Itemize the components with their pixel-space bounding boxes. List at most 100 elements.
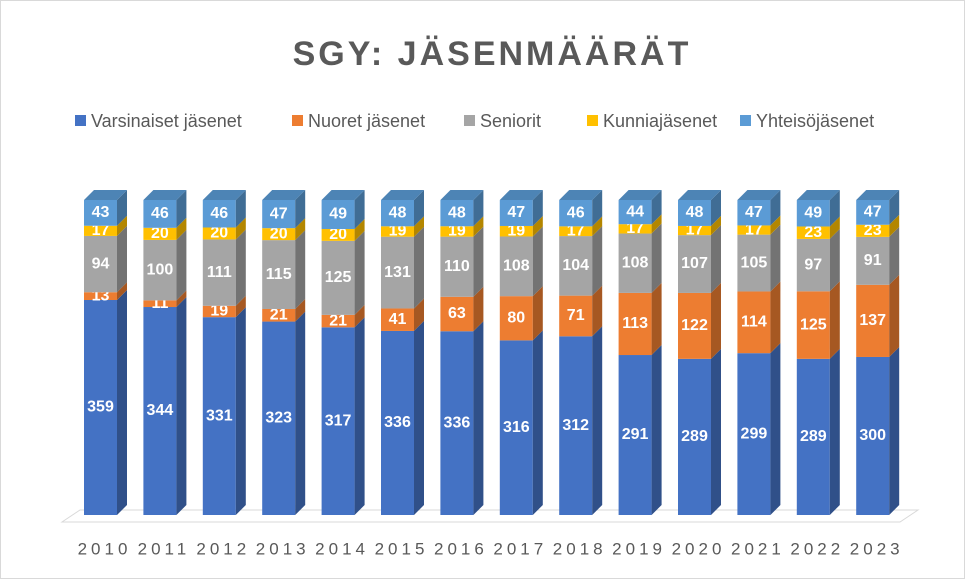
bar-front [381,308,414,331]
bar-side [414,190,424,227]
x-tick-label: 2023 [850,539,904,558]
bar-segment [262,218,306,241]
data-label: 113 [622,315,648,332]
bar-side [829,228,840,292]
data-label: 115 [266,266,292,283]
bar-side [651,190,662,225]
data-label: 19 [389,223,407,240]
bar-side [235,190,246,228]
x-tick-label: 2010 [78,539,132,558]
data-label: 48 [448,204,466,221]
bar-segment [499,226,543,297]
bar-side [176,190,187,228]
bar-front [202,305,236,318]
bar-front [321,229,355,241]
x-tick-label: 2022 [790,539,844,558]
bar-side [829,281,840,359]
bar-top [84,190,127,200]
bar-segment [796,190,840,227]
bar-side [117,290,127,515]
legend-label: Yhteisöjäsenet [756,111,874,131]
bar-side [651,214,662,234]
data-label: 108 [503,258,530,275]
bar-front [499,200,533,226]
bar-side [176,229,187,301]
bar-side [889,274,900,357]
bar-front [856,236,890,285]
bar-front [440,236,474,297]
bar-segment [381,216,424,237]
bar-side [295,190,306,229]
bar-segment [321,230,365,315]
legend-swatch [292,115,303,126]
data-label: 289 [800,428,827,445]
bar-front [796,226,830,239]
data-label: 23 [864,222,882,239]
floor [60,509,920,523]
bar-side [592,326,603,515]
bar-side [770,215,781,235]
bar-side [295,311,306,515]
data-label: 23 [804,224,822,241]
bar-side [592,285,603,337]
bar-front [796,291,830,359]
bar-front [440,226,474,237]
legend-swatch [464,115,475,126]
data-label: 17 [745,221,763,238]
bar-front [262,200,296,229]
data-label: 46 [567,204,585,221]
data-label: 17 [92,222,110,239]
data-label: 19 [210,303,228,320]
bar-top [381,190,424,200]
data-label: 323 [265,410,292,427]
bar-front [856,200,890,225]
bar-segment [321,219,365,241]
bar-segment [84,290,127,515]
bar-front [618,200,652,225]
data-label: 47 [745,204,763,221]
bar-segment [440,321,484,515]
bar-side [473,190,484,227]
bar-segment [202,307,246,515]
bar-front [678,235,711,293]
data-label: 43 [92,204,110,221]
data-label: 46 [151,205,169,222]
bar-segment [499,286,543,341]
bar-side [176,217,187,240]
bar-front [618,292,652,356]
bar-side [651,282,662,356]
bar-segment [381,226,424,309]
bar-side [235,229,246,306]
data-label: 47 [270,205,288,222]
legend-label: Kunniajäsenet [603,111,717,131]
bar-front [202,317,236,515]
bar-front [381,330,414,515]
bar-segment [618,282,662,356]
bar-front [202,239,236,306]
bar-top [499,190,543,200]
bar-segment [856,346,900,515]
bar-segment [856,214,900,237]
bar-side [473,286,484,332]
data-label: 107 [681,255,708,272]
bar-segment [737,281,781,354]
bar-segment [321,317,365,515]
bar-front [440,200,474,227]
legend-label: Seniorit [480,111,541,131]
bar-side [770,224,781,292]
bar-segment [202,217,246,240]
bar-side [176,290,187,308]
bar-side [354,190,365,230]
bar-side [295,298,306,322]
bar-side [414,298,424,331]
bar-segment [618,345,662,515]
data-label: 21 [270,306,288,323]
bar-front [618,233,652,293]
data-label: 312 [562,417,589,434]
bar-front [499,296,533,341]
data-label: 91 [864,252,882,269]
x-tick-label: 2011 [138,539,191,558]
bar-segment [143,229,187,301]
bar-segment [202,190,246,228]
bar-side [532,226,543,297]
